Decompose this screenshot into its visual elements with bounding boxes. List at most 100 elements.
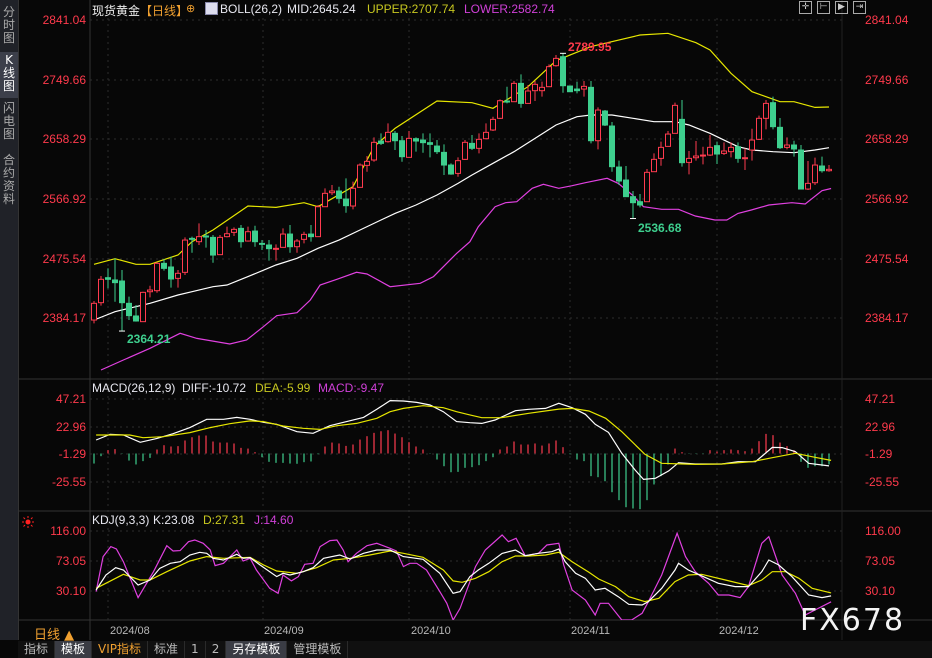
macd-dea-line (96, 405, 832, 466)
candle-body (294, 240, 300, 248)
candle-up (154, 262, 160, 293)
period-selector[interactable]: 日线 ▲ (34, 628, 75, 643)
candle-body (182, 239, 188, 273)
candle-body (623, 179, 629, 198)
price-tick: 2566.92 (865, 192, 909, 206)
sidebar-item-contract-info[interactable]: 合约资料 (2, 153, 15, 206)
candle-down (819, 156, 825, 173)
candle-up (525, 84, 531, 104)
candle-down (119, 269, 125, 332)
candle-body (588, 86, 594, 142)
candle-up (553, 55, 559, 67)
fx678-watermark: FX678 (800, 603, 906, 638)
price-tick: 2566.92 (42, 192, 86, 206)
kdj-tick: 30.10 (865, 584, 896, 598)
candle-body (420, 139, 426, 144)
candle-down (287, 225, 293, 253)
date-tick: 2024/09 (264, 625, 304, 637)
boll-label[interactable]: BOLL(26,2) (220, 2, 283, 16)
candle-body (91, 302, 97, 321)
macd-label[interactable]: MACD(26,12,9) (92, 381, 176, 395)
boll-chart-icon[interactable] (205, 2, 218, 15)
macd-hist-value: MACD:-9.47 (318, 381, 385, 395)
price-tick: 2384.17 (865, 311, 909, 325)
tab-manage-templates[interactable]: 管理模板 (287, 641, 349, 658)
candle-down (189, 236, 195, 253)
candle-body (210, 236, 216, 256)
price-tick: 2384.17 (42, 311, 86, 325)
tab-templates[interactable]: 模板 (55, 641, 93, 658)
price-tick: 2841.04 (865, 13, 909, 27)
candle-down (630, 190, 636, 219)
candle-up (658, 141, 664, 166)
candle-up (686, 151, 692, 175)
candle-body (735, 146, 741, 159)
price-tick: 2658.29 (865, 132, 909, 146)
candle-body (231, 228, 237, 233)
sidebar-item-timeshare[interactable]: 分时图 (2, 5, 15, 45)
candle-down (735, 142, 741, 163)
candle-down (609, 122, 615, 172)
candle-body (280, 233, 286, 248)
candle-body (525, 90, 531, 104)
candle-up (826, 165, 832, 172)
candle-body (441, 151, 447, 166)
candle-up (385, 123, 391, 143)
zoom-range-icon[interactable]: ⊢ (817, 1, 830, 14)
candle-down (616, 160, 622, 185)
add-indicator-icon[interactable]: ⊕ (186, 3, 196, 15)
candle-body (798, 149, 804, 190)
price-tick: 2841.04 (42, 13, 86, 27)
candle-body (119, 280, 125, 304)
candle-body (448, 164, 454, 175)
tab-standard[interactable]: 标准 (148, 641, 186, 658)
candle-body (497, 100, 503, 119)
candle-body (644, 171, 650, 203)
date-tick: 2024/11 (571, 625, 610, 637)
panel-separators (18, 0, 932, 640)
candle-up (581, 81, 587, 97)
candle-up (539, 81, 545, 97)
candle-body (651, 158, 657, 173)
kdj-label[interactable]: KDJ(9,3,3) (92, 513, 150, 527)
tab-vip-indicators[interactable]: VIP指标 (92, 641, 149, 658)
candle-body (287, 233, 293, 248)
candle-up (595, 107, 601, 150)
candle-body (399, 140, 405, 158)
sidebar-item-kline[interactable]: K线图 (0, 52, 18, 98)
macd-tick: 22.96 (865, 420, 896, 434)
candle-body (147, 289, 153, 293)
alert-icon[interactable] (22, 513, 34, 528)
candle-up (672, 102, 678, 134)
macd-tick: -1.29 (865, 447, 893, 461)
candle-body (560, 56, 566, 87)
candle-body (238, 227, 244, 243)
boll-lower-value: LOWER:2582.74 (464, 2, 555, 16)
candle-body (546, 66, 552, 88)
candle-down (259, 240, 265, 251)
date-tick: 2024/08 (110, 625, 150, 637)
tab-2[interactable]: 2 (206, 641, 227, 658)
sidebar-item-flash-chart[interactable]: 闪电图 (2, 101, 15, 141)
candle-body (161, 262, 167, 269)
tab-indicators[interactable]: 指标 (18, 641, 56, 658)
candle-body (490, 118, 496, 131)
tab-save-template[interactable]: 另存模板 (226, 641, 288, 658)
candle-up (763, 100, 769, 130)
crosshair-icon[interactable]: ✛ (799, 1, 812, 14)
candle-body (504, 100, 510, 103)
candle-body (812, 164, 818, 184)
candle-body (616, 166, 622, 182)
candle-down (469, 135, 475, 151)
move-right-icon[interactable]: ⇥ (853, 1, 866, 14)
tab-1[interactable]: 1 (185, 641, 206, 658)
candle-body (686, 157, 692, 163)
candle-down (427, 133, 433, 158)
macd-tick: -25.55 (51, 475, 86, 489)
candle-body (273, 247, 279, 250)
candle-body (413, 138, 419, 142)
candle-body (532, 83, 538, 92)
price-tick: 2475.54 (865, 252, 909, 266)
play-range-icon[interactable]: ▶ (835, 1, 848, 14)
